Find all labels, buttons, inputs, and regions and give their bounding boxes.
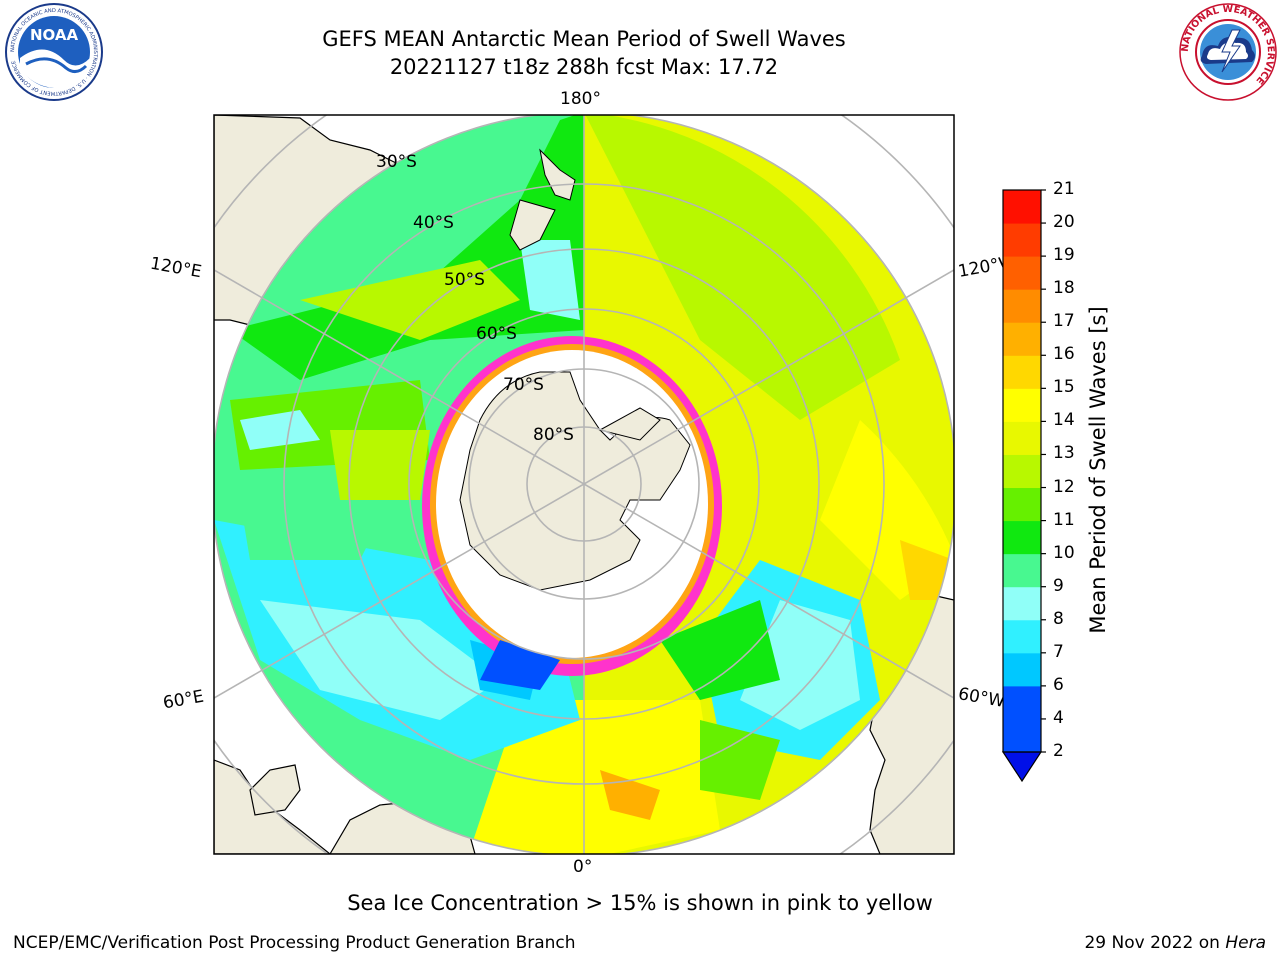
colorbar-tick-label: 7 [1053, 641, 1064, 662]
graticule [214, 115, 954, 854]
colorbar-band [1003, 223, 1041, 257]
chart-title: GEFS MEAN Antarctic Mean Period of Swell… [322, 27, 846, 51]
colorbar-band [1003, 421, 1041, 455]
colorbar-band [1003, 718, 1041, 753]
lat-label-70s: 70°S [503, 375, 544, 395]
footer-host: Hera [1225, 933, 1266, 953]
colorbar-under-arrow [1001, 751, 1043, 783]
colorbar-tick-label: 20 [1053, 212, 1075, 233]
colorbar-band [1003, 487, 1041, 522]
chart-subtitle: 20221127 t18z 288h fcst Max: 17.72 [389, 55, 779, 79]
noaa-logo-text: NOAA [30, 26, 79, 44]
colorbar-band [1003, 553, 1041, 588]
lat-label-60s: 60°S [476, 324, 517, 344]
noaa-logo: NOAA NATIONAL OCEANIC AND ATMOSPHERIC AD… [5, 3, 103, 101]
colorbar-tick-label: 16 [1053, 344, 1075, 365]
lon-label-0: 0° [573, 857, 593, 877]
colorbar-band [1003, 454, 1041, 489]
colorbar-tick-label: 12 [1053, 476, 1075, 497]
footer-date-text: 29 Nov 2022 on [1084, 933, 1226, 953]
colorbar-tick-label: 14 [1053, 410, 1075, 431]
colorbar-tick-label: 6 [1053, 674, 1064, 695]
colorbar-band [1003, 355, 1041, 389]
colorbar-band [1003, 520, 1041, 555]
colorbar-tick-label: 17 [1053, 311, 1075, 332]
colorbar-tick-label: 15 [1053, 377, 1075, 398]
sea-ice-caption: Sea Ice Concentration > 15% is shown in … [347, 891, 933, 915]
colorbar-band [1003, 322, 1041, 356]
colorbar-tick-label: 11 [1053, 509, 1075, 530]
colorbar-tick-label: 9 [1053, 575, 1064, 596]
swell-field [214, 115, 954, 854]
colorbar-tick-label: 13 [1053, 443, 1075, 464]
footer-date: 29 Nov 2022 on Hera [1084, 933, 1266, 953]
colorbar-tick-label: 2 [1053, 741, 1064, 761]
colorbar-band [1003, 652, 1041, 687]
colorbar-tick-label: 19 [1053, 245, 1075, 266]
colorbar [1001, 189, 1046, 783]
colorbar-band [1003, 190, 1041, 224]
colorbar-band [1003, 586, 1041, 621]
colorbar-tick-label: 8 [1053, 608, 1064, 629]
lat-label-30s: 30°S [376, 152, 417, 172]
lon-label-180: 180° [560, 89, 601, 109]
colorbar-band [1003, 685, 1041, 720]
colorbar-band [1003, 256, 1041, 290]
colorbar-label: Mean Period of Swell Waves [s] [1086, 306, 1110, 634]
map-border [213, 114, 955, 855]
colorbar-tick-label: 10 [1053, 542, 1075, 563]
colorbar-tick-label: 18 [1053, 278, 1075, 299]
nws-logo: NATIONAL WEATHER SERVICE [1179, 3, 1277, 101]
lat-label-80s: 80°S [533, 425, 574, 445]
colorbar-tick-label: 21 [1053, 179, 1075, 199]
footer-credit: NCEP/EMC/Verification Post Processing Pr… [13, 933, 576, 953]
lat-label-50s: 50°S [444, 270, 485, 290]
lat-label-40s: 40°S [413, 213, 454, 233]
colorbar-tick-label: 4 [1053, 707, 1064, 728]
colorbar-band [1003, 289, 1041, 323]
colorbar-band [1003, 619, 1041, 654]
colorbar-band [1003, 388, 1041, 422]
